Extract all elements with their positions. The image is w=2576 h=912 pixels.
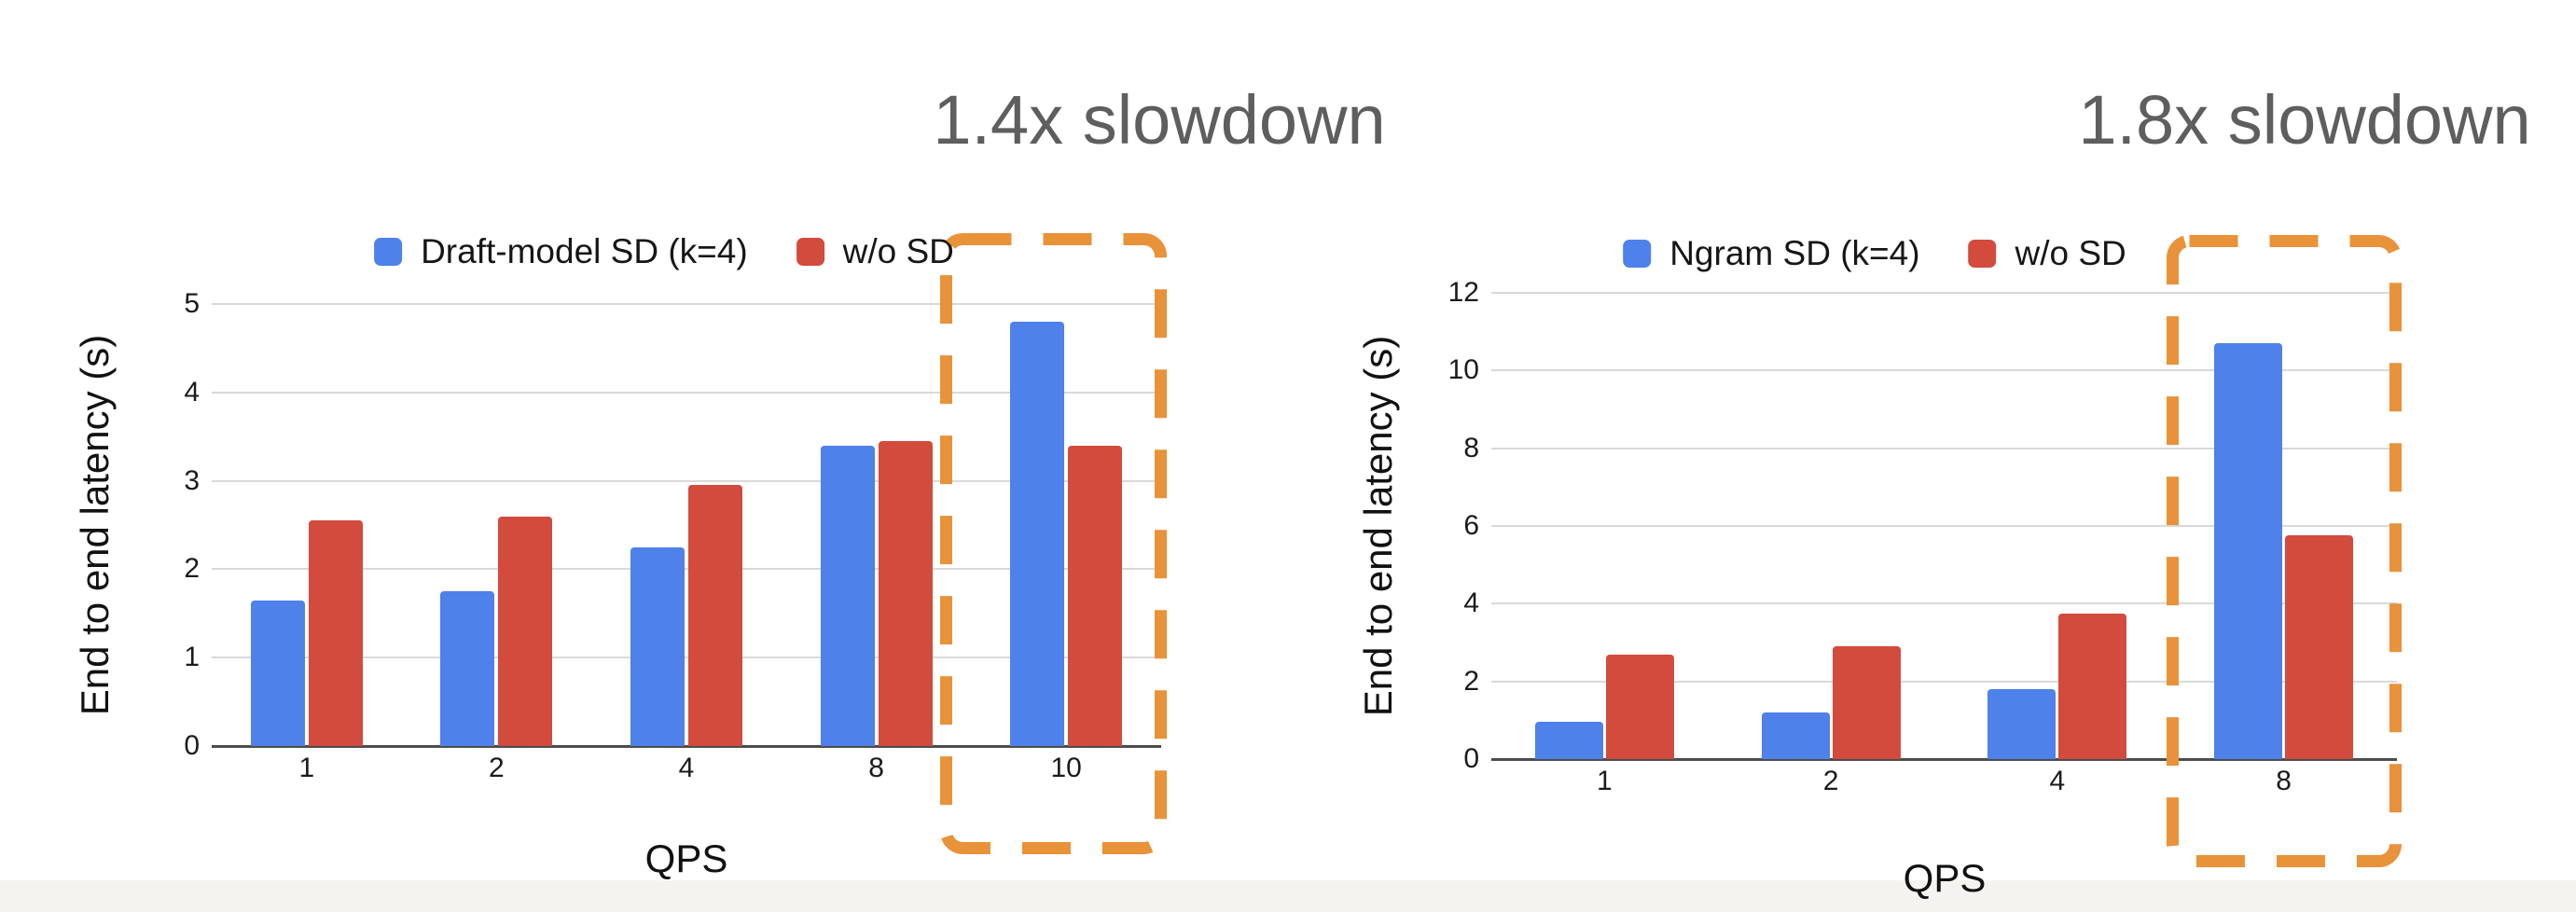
bar-wo-sd-qps-8 <box>878 440 933 746</box>
y-tick-label: 2 <box>1463 665 1479 697</box>
x-tick-label: 2 <box>1822 766 1839 796</box>
legend-swatch-icon <box>1623 240 1652 268</box>
bar-wo-sd-qps-4 <box>688 485 742 746</box>
legend-swatch-icon <box>1968 240 1997 268</box>
bar-wo-sd-qps-2 <box>1832 646 1901 759</box>
gridline <box>1491 602 2397 605</box>
legend-label: Draft-model SD (k=4) <box>421 232 748 270</box>
gridline <box>1491 292 2397 294</box>
gridline <box>1491 369 2397 372</box>
y-tick-label: 1 <box>184 642 200 673</box>
gridline <box>1491 525 2397 527</box>
bar-wo-sd-qps-1 <box>1605 654 1674 759</box>
left-slowdown-annotation: 1.4x slowdown <box>933 81 1386 159</box>
gridline <box>212 303 1161 305</box>
gridline <box>212 568 1161 571</box>
bar-sd-qps-2 <box>440 591 495 746</box>
right-slowdown-annotation: 1.8x slowdown <box>2078 81 2531 159</box>
y-tick-label: 12 <box>1447 277 1479 308</box>
bar-sd-qps-1 <box>1534 722 1603 759</box>
y-tick-label: 5 <box>184 288 200 319</box>
x-tick-label: 1 <box>298 753 315 783</box>
legend-swatch-icon <box>374 238 403 266</box>
y-tick-label: 4 <box>1463 587 1479 619</box>
legend-entry-wo-sd: w/o SD <box>1968 234 2126 273</box>
gridline <box>1491 447 2397 449</box>
x-tick-label: 2 <box>489 753 505 783</box>
bar-sd-qps-8 <box>820 445 875 746</box>
y-tick-label: 4 <box>184 376 200 408</box>
bar-sd-qps-8 <box>2214 343 2283 759</box>
x-tick-label: 4 <box>2049 766 2066 796</box>
left-x-axis-title: QPS <box>644 836 728 880</box>
x-axis-line <box>212 745 1161 748</box>
legend-entry-wo-sd: w/o SD <box>796 232 954 271</box>
gridline <box>212 391 1161 394</box>
bar-wo-sd-qps-4 <box>2058 613 2127 759</box>
bar-sd-qps-4 <box>630 546 685 746</box>
x-axis-line <box>1491 758 2397 761</box>
x-tick-label: 4 <box>678 753 695 783</box>
bar-wo-sd-qps-10 <box>1068 445 1123 746</box>
y-tick-label: 3 <box>184 464 200 496</box>
legend-label: w/o SD <box>2015 234 2126 272</box>
bar-sd-qps-1 <box>250 600 305 746</box>
x-tick-label: 8 <box>2276 766 2292 796</box>
bottom-background-strip <box>0 880 2576 912</box>
right-x-axis-title: QPS <box>1903 856 1987 900</box>
right-y-axis-title: End to end latency (s) <box>1356 335 1400 717</box>
y-tick-label: 10 <box>1447 354 1479 386</box>
y-tick-label: 0 <box>1463 743 1479 774</box>
bar-sd-qps-4 <box>1987 689 2057 759</box>
y-tick-label: 6 <box>1463 510 1479 541</box>
bar-wo-sd-qps-8 <box>2285 535 2354 759</box>
gridline <box>1491 680 2397 683</box>
left-y-axis-title: End to end latency (s) <box>73 334 117 716</box>
bar-sd-qps-10 <box>1010 321 1065 746</box>
y-tick-label: 0 <box>184 730 200 761</box>
x-tick-label: 10 <box>1050 753 1082 783</box>
legend-label: w/o SD <box>842 232 954 270</box>
legend-swatch-icon <box>796 238 824 266</box>
bar-wo-sd-qps-2 <box>498 516 553 746</box>
x-tick-label: 8 <box>868 753 884 783</box>
x-tick-label: 1 <box>1597 766 1613 796</box>
legend-entry-sd: Ngram SD (k=4) <box>1623 234 1920 273</box>
gridline <box>212 656 1161 659</box>
legend-label: Ngram SD (k=4) <box>1669 234 1920 272</box>
y-tick-label: 8 <box>1463 432 1479 463</box>
y-tick-label: 2 <box>184 553 200 585</box>
gridline <box>212 479 1161 482</box>
legend-entry-sd: Draft-model SD (k=4) <box>374 232 748 271</box>
right-chart-legend: Ngram SD (k=4) w/o SD <box>1623 234 2126 273</box>
bar-sd-qps-2 <box>1761 712 1830 759</box>
bar-wo-sd-qps-1 <box>308 520 363 746</box>
left-chart-legend: Draft-model SD (k=4) w/o SD <box>374 232 954 271</box>
